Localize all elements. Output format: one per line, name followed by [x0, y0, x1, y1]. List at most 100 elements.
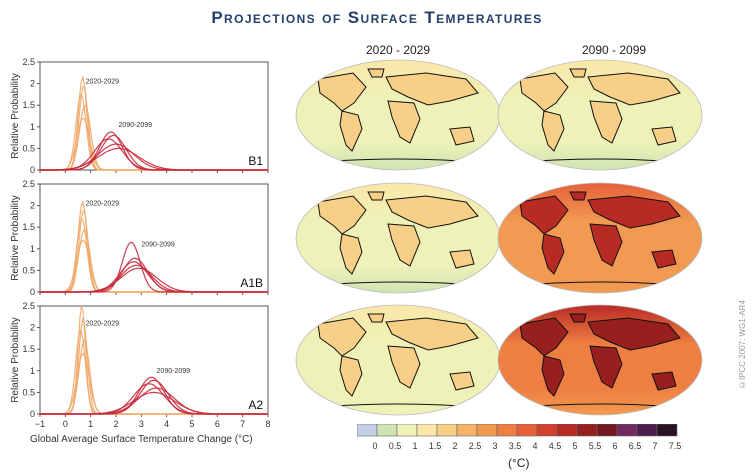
map-landmass — [587, 195, 681, 229]
y-tick-label: 0 — [30, 409, 35, 419]
map-2020-2029 — [295, 59, 501, 171]
map-landmass — [449, 249, 475, 269]
credit-text: ©IPCC 2007: WG1-AR4 — [738, 300, 747, 390]
colorbar-swatch — [357, 424, 378, 437]
map-landmass — [519, 317, 569, 357]
map-2090-2099 — [497, 182, 703, 294]
map-landmass — [587, 72, 681, 106]
colorbar-tick-label: 7.5 — [669, 441, 682, 451]
colorbar-swatch — [516, 424, 538, 437]
chart-title: Projections of Surface Temperatures — [211, 8, 543, 27]
colorbar-tick-label: 1 — [412, 441, 417, 451]
x-tick-label: 3 — [139, 419, 144, 429]
colorbar-swatch — [636, 424, 658, 437]
colorbar-tick-label: 6 — [612, 441, 617, 451]
y-tick-label: 2 — [30, 201, 35, 211]
map-landmass — [387, 345, 421, 389]
annotation-label: 2020-2029 — [86, 201, 120, 208]
annotation-label: 2090-2099 — [141, 242, 175, 249]
scenario-label: A1B — [240, 276, 263, 290]
y-tick-label: 1 — [30, 366, 35, 376]
map-landmass — [589, 223, 623, 267]
x-tick-label: 4 — [164, 419, 169, 429]
colorbar-swatch — [436, 424, 458, 437]
map-landmass — [339, 233, 363, 275]
map-landmass — [367, 313, 385, 323]
colorbar-tick-label: 4.5 — [549, 441, 562, 451]
annotation-label: 2020-2029 — [86, 320, 120, 327]
map-outline — [497, 59, 703, 171]
y-tick-label: 2 — [30, 323, 35, 333]
map-landmass — [569, 313, 587, 323]
colorbar-swatch — [576, 424, 598, 437]
y-axis-label: Relative Probability — [10, 73, 21, 159]
colorbar-tick-label: 0.5 — [389, 441, 402, 451]
y-axis-label: Relative Probability — [10, 317, 21, 403]
map-2090-2099 — [497, 59, 703, 171]
colorbar-swatch — [536, 424, 558, 437]
y-tick-label: 1 — [30, 244, 35, 254]
y-tick-label: 0.5 — [22, 265, 35, 275]
curve-2090-2099-5 — [40, 267, 268, 293]
colorbar-tick-label: 5.5 — [589, 441, 602, 451]
colorbar: 0 0.5 1 1.5 2 2.5 3 3.5 4 4.5 5 5.5 6 6.5 7 7.5 — [357, 424, 682, 451]
map-landmass — [387, 223, 421, 267]
map-landmass — [541, 355, 565, 397]
map-column-2020-2029: 2020 - 2029 — [366, 43, 431, 57]
y-tick-label: 1.5 — [22, 344, 35, 354]
y-tick-label: 2.5 — [22, 301, 35, 311]
map-landmass — [449, 126, 475, 146]
y-tick-label: 2 — [30, 79, 35, 89]
x-axis-label: Global Average Surface Temperature Chang… — [30, 434, 253, 445]
colorbar-swatch — [596, 424, 618, 437]
map-landmass — [569, 191, 587, 201]
colorbar-tick-label: 6.5 — [629, 441, 642, 451]
y-tick-label: 2.5 — [22, 57, 35, 67]
map-landmass — [317, 72, 367, 112]
scenario-label: A2 — [248, 398, 263, 412]
colorbar-tick-label: 2 — [452, 441, 457, 451]
annotation-label: 2090-2099 — [157, 368, 191, 375]
y-tick-label: 0.5 — [22, 143, 35, 153]
colorbar-tick-label: 2.5 — [469, 441, 482, 451]
colorbar-swatch — [616, 424, 638, 437]
colorbar-swatch — [656, 424, 678, 437]
x-tick-label: 8 — [265, 419, 270, 429]
colorbar-tick-label: 3.5 — [509, 441, 522, 451]
map-landmass — [519, 72, 569, 112]
map-landmass — [651, 126, 677, 146]
map-outline — [497, 304, 703, 416]
y-tick-label: 0.5 — [22, 387, 35, 397]
map-landmass — [339, 110, 363, 152]
map-2090-2099 — [497, 304, 703, 416]
y-tick-label: 1.5 — [22, 100, 35, 110]
map-landmass — [339, 355, 363, 397]
y-tick-label: 1 — [30, 122, 35, 132]
map-landmass — [519, 195, 569, 235]
x-tick-label: 2 — [113, 419, 118, 429]
y-tick-label: 1.5 — [22, 222, 35, 232]
colorbar-swatch — [396, 424, 418, 437]
map-landmass — [367, 68, 385, 78]
map-landmass — [385, 195, 479, 229]
map-landmass — [541, 110, 565, 152]
colorbar-tick-label: 1.5 — [429, 441, 442, 451]
map-landmass — [651, 249, 677, 269]
colorbar-tick-label: 0 — [372, 441, 377, 451]
map-landmass — [651, 371, 677, 391]
colorbar-swatch — [476, 424, 498, 437]
colorbar-tick-label: 4 — [532, 441, 537, 451]
colorbar-swatch — [456, 424, 478, 437]
colorbar-swatch — [556, 424, 578, 437]
y-tick-label: 0 — [30, 165, 35, 175]
colorbar-swatch — [376, 424, 398, 437]
colorbar-swatch — [496, 424, 518, 437]
x-tick-label: 0 — [63, 419, 68, 429]
colorbar-tick-label: 5 — [572, 441, 577, 451]
map-column-2090-2099: 2090 - 2099 — [582, 43, 647, 57]
x-tick-label: 1 — [88, 419, 93, 429]
